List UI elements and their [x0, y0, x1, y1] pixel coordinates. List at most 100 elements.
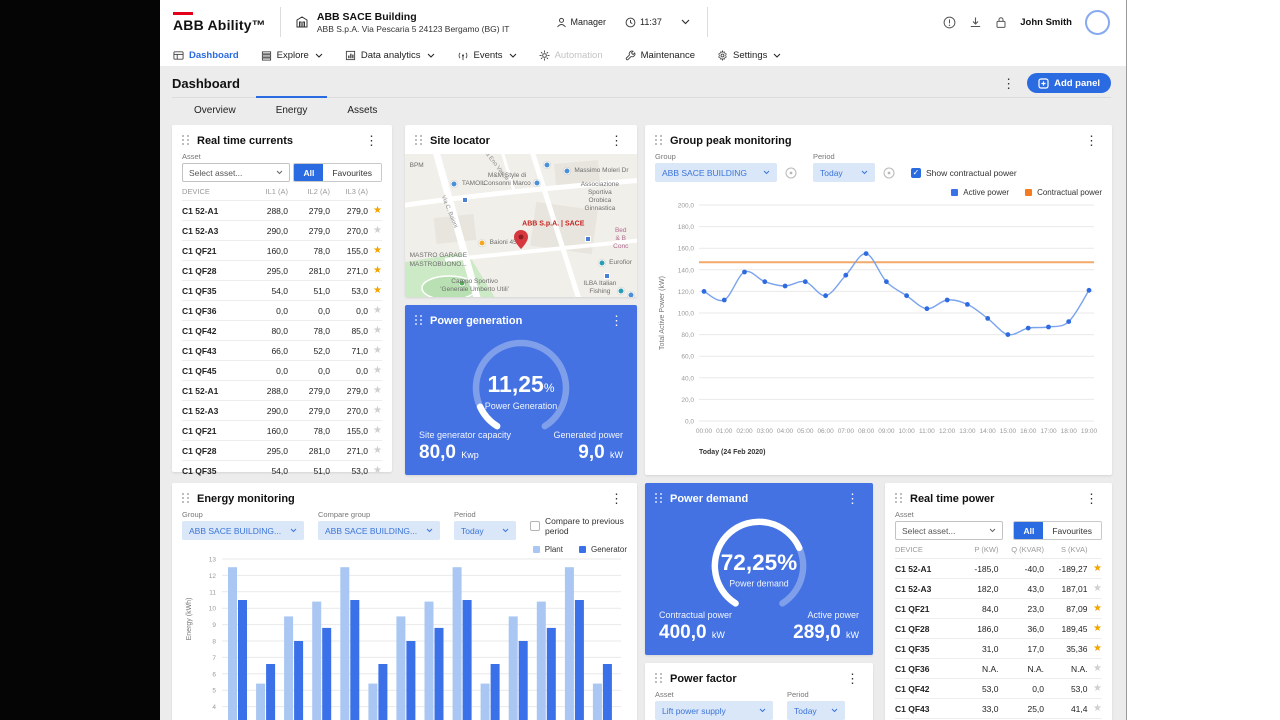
- top-bar: ABB Ability™ ABB SACE Building ABB S.p.A…: [160, 0, 1126, 44]
- panel-menu-kebab-icon[interactable]: ⋮: [610, 133, 623, 148]
- favourite-star-icon[interactable]: ★: [368, 360, 382, 381]
- stat-left: Site generator capacity 80,0 Kwp: [419, 430, 511, 464]
- compare-previous-checkbox[interactable]: [530, 521, 540, 531]
- favourite-star-icon[interactable]: ★: [1087, 718, 1102, 720]
- panel-menu-kebab-icon[interactable]: ⋮: [610, 313, 623, 328]
- poi-marker-icon: [450, 180, 458, 188]
- panel-menu-kebab-icon[interactable]: ⋮: [365, 133, 378, 148]
- group-settings-icon[interactable]: [785, 167, 797, 179]
- drag-handle-icon[interactable]: [655, 493, 663, 504]
- favourite-star-icon[interactable]: ★: [368, 220, 382, 241]
- group-select[interactable]: ABB SACE BUILDING: [655, 163, 777, 182]
- favourite-star-icon[interactable]: ★: [368, 400, 382, 421]
- favourite-star-icon[interactable]: ★: [368, 260, 382, 281]
- add-panel-button[interactable]: Add panel: [1027, 73, 1111, 93]
- panel-title: Power factor: [670, 672, 737, 685]
- nav-item-explore[interactable]: Explore: [261, 50, 323, 61]
- nav-item-automation[interactable]: Automation: [539, 50, 603, 61]
- panel-menu-kebab-icon[interactable]: ⋮: [1085, 133, 1098, 148]
- chevron-down-icon: [831, 708, 838, 713]
- asset-select[interactable]: Select asset...: [182, 163, 290, 182]
- filter-all-button[interactable]: All: [1014, 522, 1044, 539]
- measurement-value: 51,0: [288, 460, 330, 480]
- asset-select[interactable]: Select asset...: [895, 521, 1003, 540]
- panel-header: Power factor ⋮: [655, 663, 863, 690]
- compare-group-select[interactable]: ABB SACE BUILDING...: [318, 521, 440, 540]
- drag-handle-icon[interactable]: [895, 493, 903, 504]
- panel-menu-kebab-icon[interactable]: ⋮: [846, 491, 859, 506]
- favourite-star-icon[interactable]: ★: [1087, 598, 1102, 619]
- favourite-star-icon[interactable]: ★: [368, 280, 382, 301]
- favourite-star-icon[interactable]: ★: [368, 320, 382, 341]
- panel-power-generation: Power generation ⋮ 11,25% Power Generatio…: [405, 305, 637, 475]
- panel-menu-kebab-icon[interactable]: ⋮: [610, 491, 623, 506]
- legend-swatch: [532, 546, 540, 553]
- favourite-star-icon[interactable]: ★: [368, 340, 382, 361]
- nav-item-events[interactable]: Events: [457, 50, 517, 61]
- filter-all-button[interactable]: All: [294, 164, 324, 181]
- transit-marker-icon: [462, 196, 469, 203]
- site-selector[interactable]: ABB SACE Building ABB S.p.A. Via Pescari…: [295, 11, 510, 34]
- drag-handle-icon[interactable]: [182, 493, 190, 504]
- panel-menu-kebab-icon[interactable]: ⋮: [1085, 491, 1098, 506]
- period-select[interactable]: Today: [454, 521, 516, 540]
- page-menu-kebab-icon[interactable]: ⋮: [1002, 75, 1016, 91]
- drag-handle-icon[interactable]: [415, 315, 423, 326]
- download-icon[interactable]: [969, 16, 982, 29]
- group-select[interactable]: ABB SACE BUILDING...: [182, 521, 304, 540]
- asset-select[interactable]: Lift power supply: [655, 701, 773, 720]
- generation-stats: Site generator capacity 80,0 Kwp Generat…: [419, 430, 623, 464]
- measurement-value: 54,0: [244, 460, 288, 480]
- favourite-star-icon[interactable]: ★: [368, 240, 382, 261]
- favourite-star-icon[interactable]: ★: [1087, 638, 1102, 659]
- measurement-value: 53,0: [330, 460, 368, 480]
- panel-menu-kebab-icon[interactable]: ⋮: [846, 671, 859, 686]
- info-icon[interactable]: [943, 16, 956, 29]
- favourite-star-icon[interactable]: ★: [368, 440, 382, 461]
- settings-icon: [717, 49, 728, 61]
- drag-handle-icon[interactable]: [415, 135, 423, 146]
- tab-assets[interactable]: Assets: [347, 105, 378, 116]
- abb-logo-redbar: [173, 11, 193, 15]
- map-label: Bed & B Conc: [613, 226, 629, 251]
- drag-handle-icon[interactable]: [655, 673, 663, 684]
- nav-item-maintenance[interactable]: Maintenance: [625, 50, 695, 61]
- drag-handle-icon[interactable]: [182, 135, 190, 146]
- nav-item-dashboard[interactable]: Dashboard: [173, 50, 239, 61]
- site-dropdown-toggle[interactable]: [681, 19, 690, 25]
- nav-item-settings[interactable]: Settings: [717, 49, 781, 61]
- nav-item-data-analytics[interactable]: Data analytics: [345, 50, 435, 61]
- favourite-star-icon[interactable]: ★: [1087, 558, 1102, 579]
- favourite-star-icon[interactable]: ★: [368, 460, 382, 480]
- site-map[interactable]: BPM TAMOIL M&M Style di Consonni Marco Mass…: [405, 154, 637, 297]
- favourite-star-icon[interactable]: ★: [368, 380, 382, 401]
- map-label: MASTRO GARAGE MASTROBUONO...: [409, 252, 468, 268]
- measurement-value: 35,36: [1044, 638, 1088, 659]
- favourite-star-icon[interactable]: ★: [368, 300, 382, 321]
- device-name: C1 QF36: [895, 658, 956, 679]
- svg-text:72,25%: 72,25%: [721, 550, 797, 575]
- favourite-star-icon[interactable]: ★: [1087, 678, 1102, 699]
- drag-handle-icon[interactable]: [655, 135, 663, 146]
- chevron-down-icon: [315, 53, 323, 58]
- filter-favourites-button[interactable]: Favourites: [1043, 522, 1101, 539]
- period-select[interactable]: Today: [787, 701, 845, 720]
- favourite-star-icon[interactable]: ★: [1087, 698, 1102, 719]
- period-settings-icon[interactable]: [883, 167, 895, 179]
- filter-favourites-button[interactable]: Favourites: [323, 164, 381, 181]
- favourite-star-icon[interactable]: ★: [368, 200, 382, 221]
- lock-icon[interactable]: [995, 16, 1007, 29]
- favourite-star-icon[interactable]: ★: [368, 420, 382, 441]
- period-select[interactable]: Today: [813, 163, 875, 182]
- contractual-checkbox-row: ✓ Show contractual power: [911, 168, 1017, 178]
- avatar[interactable]: [1085, 9, 1110, 35]
- favourite-star-icon[interactable]: ★: [1087, 658, 1102, 679]
- favourite-star-icon[interactable]: ★: [1087, 618, 1102, 639]
- show-contractual-checkbox[interactable]: ✓: [911, 168, 921, 178]
- favourite-star-icon[interactable]: ★: [1087, 578, 1102, 599]
- tab-energy[interactable]: Energy: [255, 96, 328, 122]
- svg-text:18:00: 18:00: [1061, 428, 1078, 435]
- add-panel-icon: [1038, 77, 1049, 89]
- tab-overview[interactable]: Overview: [194, 105, 236, 116]
- measurement-value: 87,09: [1044, 598, 1088, 619]
